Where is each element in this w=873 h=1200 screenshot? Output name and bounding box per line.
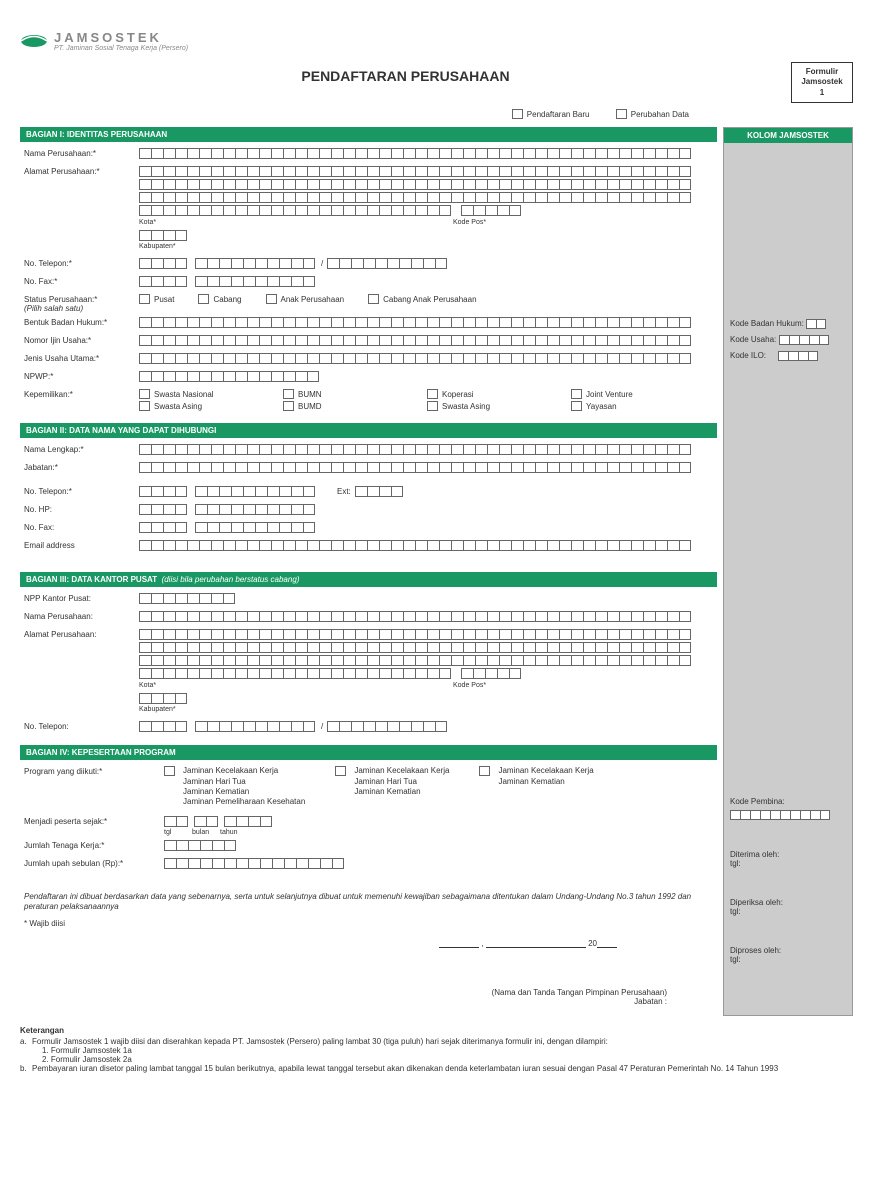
cb-pendaftaran-baru[interactable]: Pendaftaran Baru bbox=[512, 109, 590, 119]
side-ku: Kode Usaha: bbox=[730, 335, 846, 345]
logo-subtitle: PT. Jaminan Sosial Tenaga Kerja (Persero… bbox=[54, 45, 188, 52]
section3-header: BAGIAN III: DATA KANTOR PUSAT (diisi bil… bbox=[20, 572, 717, 587]
input-alamat-1[interactable] bbox=[139, 166, 713, 177]
declaration: Pendaftaran ini dibuat berdasarkan data … bbox=[24, 892, 713, 913]
input-upah[interactable] bbox=[164, 858, 713, 869]
cb-perubahan-data[interactable]: Perubahan Data bbox=[616, 109, 689, 119]
footer-keterangan: Keterangan a.Formulir Jamsostek 1 wajib … bbox=[20, 1026, 853, 1073]
cb-yayasan[interactable]: Yayasan bbox=[571, 401, 617, 411]
cb-pusat[interactable]: Pusat bbox=[139, 294, 174, 304]
input-fax-area[interactable] bbox=[139, 276, 187, 287]
logo-icon bbox=[20, 32, 48, 50]
side-diperiksa: Diperiksa oleh:tgl: bbox=[730, 898, 846, 916]
form-badge: Formulir Jamsostek 1 bbox=[791, 62, 853, 103]
signature-block: (Nama dan Tanda Tangan Pimpinan Perusaha… bbox=[20, 988, 717, 1006]
input-telp-2[interactable] bbox=[327, 258, 447, 269]
input-alamat-2[interactable] bbox=[139, 179, 713, 190]
input-pusat-telp2[interactable] bbox=[327, 721, 447, 732]
input-jenis[interactable] bbox=[139, 353, 713, 364]
logo-text: JAMSOSTEK bbox=[54, 30, 188, 45]
input-pusat-kab[interactable] bbox=[139, 693, 187, 704]
lbl-telepon: No. Telepon:* bbox=[24, 258, 139, 268]
input-sejak-bulan[interactable] bbox=[194, 816, 218, 827]
cb-swasta-nas[interactable]: Swasta Nasional bbox=[139, 389, 259, 399]
input-sejak-tgl[interactable] bbox=[164, 816, 188, 827]
input-ijin[interactable] bbox=[139, 335, 713, 346]
section1-header: BAGIAN I: IDENTITAS PERUSAHAAN bbox=[20, 127, 717, 142]
input-pusat-nama[interactable] bbox=[139, 611, 713, 622]
cb-cabang[interactable]: Cabang bbox=[198, 294, 241, 304]
lbl-status: Status Perusahaan:*(Pilih salah satu) bbox=[24, 294, 139, 313]
input-pusat-telp1[interactable] bbox=[195, 721, 315, 732]
input-kontak-email[interactable] bbox=[139, 540, 713, 551]
input-kontak-jabatan[interactable] bbox=[139, 462, 713, 473]
side-ki: Kode ILO: bbox=[730, 351, 846, 361]
input-alamat-3[interactable] bbox=[139, 192, 713, 203]
input-pusat-alamat1[interactable] bbox=[139, 629, 713, 640]
cb-bumn[interactable]: BUMN bbox=[283, 389, 403, 399]
section2-header: BAGIAN II: DATA NAMA YANG DAPAT DIHUBUNG… bbox=[20, 423, 717, 438]
input-bentuk[interactable] bbox=[139, 317, 713, 328]
cb-prog1[interactable] bbox=[164, 766, 179, 776]
input-npwp[interactable] bbox=[139, 371, 713, 382]
cb-swasta-asing2[interactable]: Swasta Asing bbox=[427, 401, 547, 411]
cb-koperasi[interactable]: Koperasi bbox=[427, 389, 547, 399]
lbl-alamat: Alamat Perusahaan:* bbox=[24, 166, 139, 176]
side-diterima: Diterima oleh:tgl: bbox=[730, 850, 846, 868]
header: JAMSOSTEK PT. Jaminan Sosial Tenaga Kerj… bbox=[20, 30, 853, 52]
kolom-jamsostek: KOLOM JAMSOSTEK Kode Badan Hukum: Kode U… bbox=[723, 127, 853, 1015]
input-npp[interactable] bbox=[139, 593, 713, 604]
page-title: PENDAFTARAN PERUSAHAAN bbox=[20, 68, 791, 84]
lbl-nama-perusahaan: Nama Perusahaan:* bbox=[24, 148, 139, 158]
input-pusat-kodepos[interactable] bbox=[461, 668, 521, 679]
side-kp: Kode Pembina: bbox=[730, 797, 846, 820]
input-kodepos[interactable] bbox=[461, 205, 521, 216]
input-kontak-telp-area[interactable] bbox=[139, 486, 187, 497]
input-pusat-alamat2[interactable] bbox=[139, 642, 713, 653]
section4-header: BAGIAN IV: KEPESERTAAN PROGRAM bbox=[20, 745, 717, 760]
lbl-npwp: NPWP:* bbox=[24, 371, 139, 381]
cb-swasta-asing1[interactable]: Swasta Asing bbox=[139, 401, 259, 411]
lbl-kepemilikan: Kepemilikan:* bbox=[24, 389, 139, 399]
side-kbh: Kode Badan Hukum: bbox=[730, 319, 846, 329]
input-pusat-telp-area[interactable] bbox=[139, 721, 187, 732]
input-kontak-fax[interactable] bbox=[195, 522, 315, 533]
cb-cabang-anak[interactable]: Cabang Anak Perusahaan bbox=[368, 294, 476, 304]
top-checkboxes: Pendaftaran Baru Perubahan Data bbox=[20, 109, 853, 121]
input-tk[interactable] bbox=[164, 840, 713, 851]
input-kota[interactable] bbox=[139, 205, 451, 216]
input-sejak-tahun[interactable] bbox=[224, 816, 272, 827]
input-telp-1[interactable] bbox=[195, 258, 315, 269]
cb-jv[interactable]: Joint Venture bbox=[571, 389, 633, 399]
input-kontak-telp[interactable] bbox=[195, 486, 315, 497]
input-nama-perusahaan[interactable] bbox=[139, 148, 713, 159]
input-pusat-alamat3[interactable] bbox=[139, 655, 713, 666]
input-kontak-ext[interactable] bbox=[355, 486, 403, 497]
side-diproses: Diproses oleh:tgl: bbox=[730, 946, 846, 964]
input-telp-area[interactable] bbox=[139, 258, 187, 269]
cb-bumd[interactable]: BUMD bbox=[283, 401, 403, 411]
lbl-bentuk: Bentuk Badan Hukum:* bbox=[24, 317, 139, 327]
required-note: * Wajib diisi bbox=[24, 919, 713, 928]
input-kontak-hp[interactable] bbox=[195, 504, 315, 515]
input-kontak-hp-area[interactable] bbox=[139, 504, 187, 515]
logo: JAMSOSTEK PT. Jaminan Sosial Tenaga Kerj… bbox=[20, 30, 188, 52]
input-kabupaten[interactable] bbox=[139, 230, 187, 241]
lbl-jenis: Jenis Usaha Utama:* bbox=[24, 353, 139, 363]
title-row: PENDAFTARAN PERUSAHAAN Formulir Jamsoste… bbox=[20, 62, 853, 103]
date-line: , 20 bbox=[20, 938, 717, 948]
input-fax-num[interactable] bbox=[195, 276, 315, 287]
input-pusat-kota[interactable] bbox=[139, 668, 451, 679]
cb-anak[interactable]: Anak Perusahaan bbox=[266, 294, 345, 304]
cb-prog3[interactable] bbox=[479, 766, 494, 776]
input-kontak-fax-area[interactable] bbox=[139, 522, 187, 533]
input-kontak-nama[interactable] bbox=[139, 444, 713, 455]
lbl-fax: No. Fax:* bbox=[24, 276, 139, 286]
lbl-ijin: Nomor Ijin Usaha:* bbox=[24, 335, 139, 345]
cb-prog2[interactable] bbox=[335, 766, 350, 776]
